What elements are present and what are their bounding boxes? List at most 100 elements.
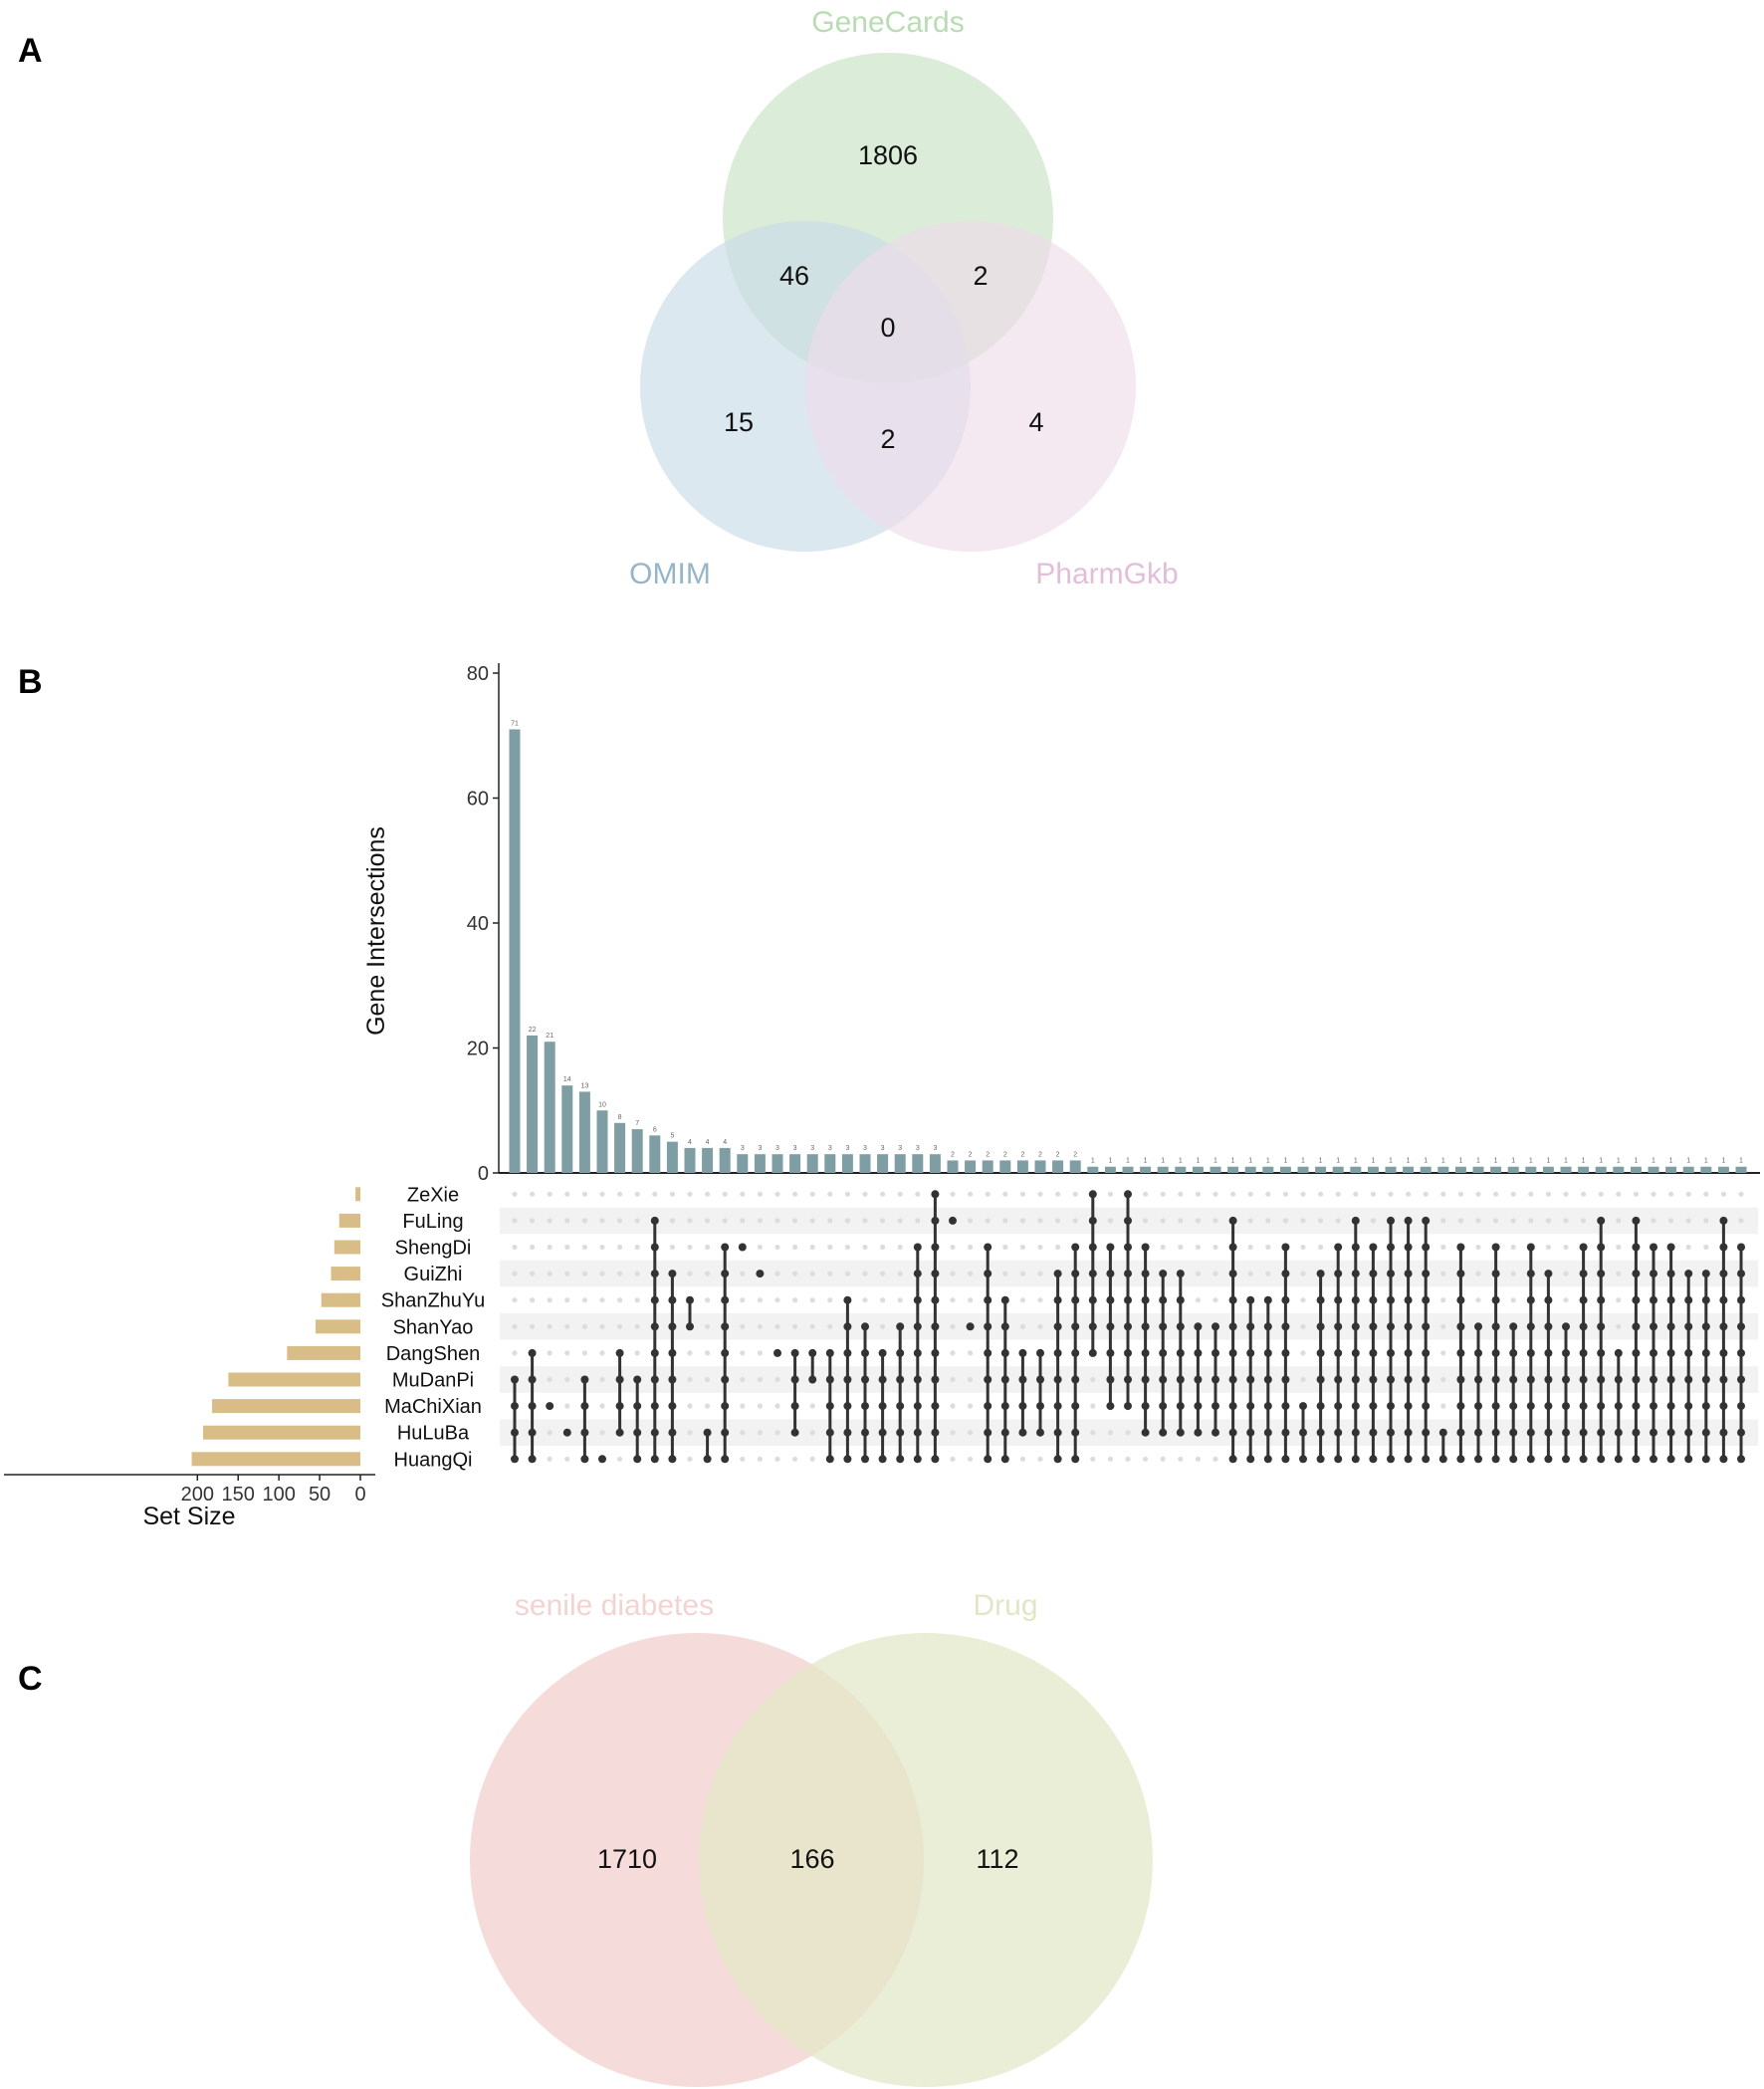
matrix-dot-on (1053, 1428, 1062, 1437)
matrix-dot-on (756, 1270, 765, 1278)
matrix-dot-on (721, 1270, 730, 1278)
matrix-dot-on (528, 1455, 537, 1464)
matrix-dot-on (984, 1375, 992, 1384)
matrix-dot-on (615, 1348, 624, 1357)
matrix-dot-off (547, 1376, 552, 1383)
intersection-bar (982, 1160, 993, 1173)
matrix-dot-on (1737, 1270, 1745, 1278)
matrix-dot-on (528, 1348, 537, 1357)
matrix-dot-off (705, 1403, 711, 1409)
matrix-dot-on (1456, 1243, 1465, 1252)
matrix-dot-off (547, 1297, 552, 1303)
matrix-dot-on (1369, 1455, 1378, 1464)
matrix-dot-on (861, 1402, 869, 1411)
count-omim-only: 15 (724, 407, 754, 437)
matrix-dot-on (1562, 1322, 1570, 1331)
matrix-dot-off (599, 1350, 605, 1356)
matrix-dot-on (1036, 1428, 1044, 1437)
matrix-dot-off (1475, 1218, 1481, 1224)
matrix-dot-on (1422, 1348, 1431, 1357)
matrix-dot-off (1457, 1218, 1463, 1224)
set-size-bar (355, 1187, 360, 1202)
matrix-dot-on (1088, 1270, 1097, 1278)
matrix-dot-on (1579, 1375, 1588, 1384)
matrix-dot-on (861, 1348, 869, 1357)
matrix-dot-on (1544, 1375, 1553, 1384)
matrix-dot-on (580, 1375, 589, 1384)
matrix-dot-off (757, 1218, 764, 1224)
matrix-dot-on (1562, 1375, 1570, 1384)
matrix-dot-off (757, 1191, 764, 1197)
matrix-dot-on (1000, 1322, 1009, 1331)
matrix-dot-on (1491, 1322, 1500, 1331)
matrix-dot-on (984, 1243, 992, 1252)
matrix-dot-off (1055, 1218, 1061, 1224)
matrix-dot-on (1456, 1348, 1465, 1357)
matrix-dot-off (1406, 1191, 1412, 1197)
matrix-dot-off (1300, 1244, 1306, 1251)
intersection-bar-label: 4 (688, 1139, 692, 1146)
matrix-dot-on (686, 1322, 694, 1331)
matrix-dot-on (1124, 1348, 1132, 1357)
matrix-dot-on (1334, 1455, 1343, 1464)
matrix-dot-on (1632, 1402, 1641, 1411)
intersection-bar (1454, 1166, 1466, 1173)
intersection-bar (544, 1042, 555, 1173)
matrix-dot-off (687, 1191, 693, 1197)
set-size-bar (287, 1345, 360, 1360)
matrix-dot-off (897, 1218, 903, 1224)
intersection-bar-label: 1 (1546, 1158, 1550, 1165)
matrix-dot-on (1632, 1375, 1641, 1384)
intersection-bar-label: 3 (758, 1145, 762, 1152)
matrix-dot-off (915, 1218, 921, 1224)
matrix-dot-off (774, 1456, 780, 1462)
matrix-dot-on (1597, 1322, 1606, 1331)
matrix-dot-off (687, 1218, 693, 1224)
matrix-dot-on (668, 1322, 677, 1331)
matrix-dot-on (808, 1348, 817, 1357)
intersection-bar-label: 1 (1634, 1158, 1638, 1165)
intersection-bar-label: 1 (1704, 1158, 1708, 1165)
matrix-dot-off (1300, 1191, 1306, 1197)
matrix-dot-on (1614, 1455, 1623, 1464)
venn-circle-drug (699, 1633, 1153, 2087)
matrix-dot-off (774, 1218, 780, 1224)
matrix-dot-off (1178, 1191, 1184, 1197)
panel-label-b: B (18, 663, 43, 701)
matrix-dot-on (1719, 1348, 1728, 1357)
matrix-dot-off (880, 1218, 886, 1224)
intersection-bar-label: 10 (598, 1101, 606, 1108)
matrix-dot-off (1563, 1297, 1569, 1303)
matrix-dot-on (825, 1348, 834, 1357)
intersection-bar (1087, 1166, 1099, 1173)
matrix-dot-off (530, 1218, 536, 1224)
matrix-dot-on (1701, 1455, 1710, 1464)
matrix-dot-on (913, 1348, 922, 1357)
matrix-dot-on (1387, 1243, 1395, 1252)
matrix-dot-on (1422, 1216, 1431, 1225)
matrix-dot-on (1509, 1348, 1518, 1357)
matrix-dot-off (581, 1191, 588, 1197)
matrix-dot-on (1316, 1375, 1325, 1384)
matrix-dot-off (1318, 1244, 1324, 1251)
intersection-bar-label: 3 (863, 1145, 867, 1152)
matrix-dot-on (896, 1428, 905, 1437)
set-title-drug: Drug (973, 1589, 1037, 1622)
matrix-dot-off (1703, 1218, 1709, 1224)
matrix-dot-on (1212, 1375, 1219, 1384)
matrix-dot-off (1037, 1191, 1043, 1197)
matrix-dot-on (1212, 1428, 1219, 1437)
matrix-dot-on (1387, 1216, 1395, 1225)
matrix-dot-on (1351, 1402, 1360, 1411)
intersection-bar (1034, 1160, 1046, 1173)
matrix-dot-off (862, 1218, 868, 1224)
matrix-dot-on (1124, 1243, 1132, 1252)
matrix-dot-off (1545, 1218, 1551, 1224)
matrix-dot-on (1351, 1348, 1360, 1357)
matrix-dot-on (1614, 1375, 1623, 1384)
matrix-dot-on (1124, 1322, 1132, 1331)
matrix-dot-off (1510, 1244, 1516, 1251)
matrix-dot-on (1562, 1428, 1570, 1437)
set-size-bar (228, 1372, 360, 1387)
matrix-dot-off (809, 1323, 815, 1329)
